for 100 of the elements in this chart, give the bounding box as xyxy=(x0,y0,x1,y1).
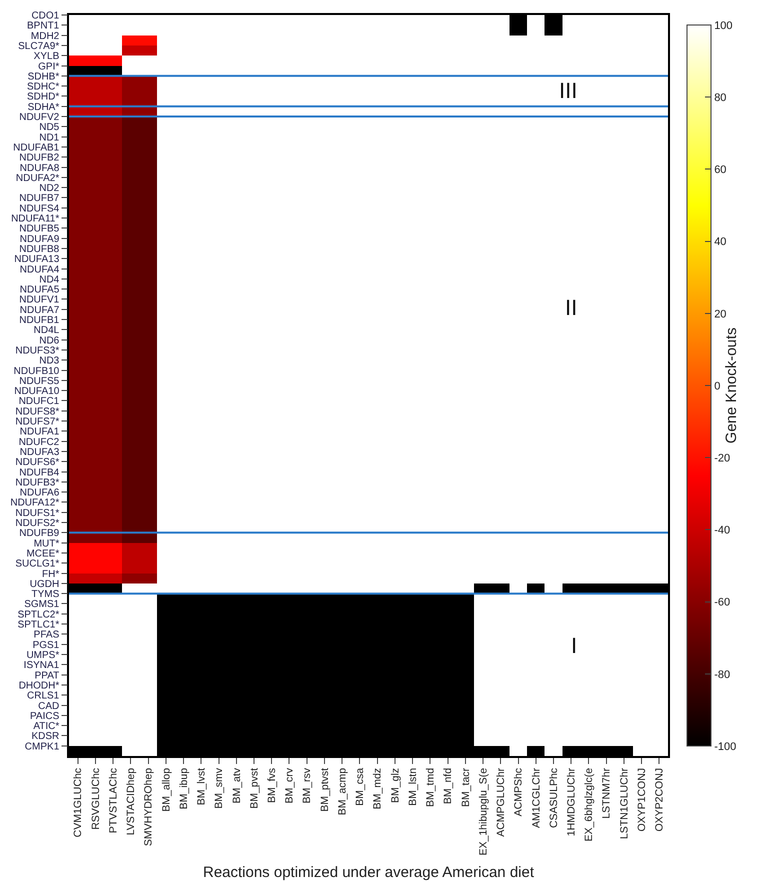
y-tick-label: SUCLG1* xyxy=(15,558,60,570)
x-tick-label: BM_acmp xyxy=(336,768,348,816)
y-tick-label: NDUFA2* xyxy=(16,172,60,184)
y-tick-label: NDUFA7 xyxy=(20,304,60,316)
annotation: III xyxy=(559,78,578,103)
y-tick-label: SGMS1 xyxy=(24,599,60,610)
y-tick-label: TYMS xyxy=(31,589,60,600)
y-tick-label: NDUFB9 xyxy=(19,528,60,540)
x-tick-label: CVM1GLUChc xyxy=(72,768,84,838)
y-tick-label: NDUFA11* xyxy=(11,214,60,225)
x-tick-label: ACMPGLUChr xyxy=(495,767,508,837)
y-tick-label: ND4L xyxy=(34,325,60,336)
y-tick-label: NDUFB4 xyxy=(19,467,60,478)
y-tick-label: SDHB* xyxy=(28,71,60,82)
y-tick-label: ND1 xyxy=(39,132,60,144)
y-tick-label: SDHA* xyxy=(28,102,60,113)
x-tick-label: PTVSTLAChc xyxy=(107,768,120,834)
y-tick-label: NDUFA3 xyxy=(20,446,60,458)
y-tick-label: NDUFS7* xyxy=(15,416,60,428)
x-tick-label: BM_nfd xyxy=(442,768,454,804)
y-tick-label: NDUFA5 xyxy=(20,284,60,296)
x-tick-label: BM_tacr xyxy=(460,767,472,808)
y-tick-label: CRLS1 xyxy=(27,690,60,702)
x-tick-label: BM_crv xyxy=(284,767,296,804)
color-bar-label: -80 xyxy=(714,668,730,681)
y-tick-label: NDUFS5 xyxy=(19,376,60,387)
x-tick-label: BM_ptvst xyxy=(318,768,331,812)
y-tick-label: NDUFA12* xyxy=(10,498,60,509)
y-tick-label: ISYNA1 xyxy=(24,660,60,672)
color-bar-label: -20 xyxy=(714,452,730,464)
y-tick-label: ND2 xyxy=(39,183,60,194)
x-tick-label: OXYP1CONJ xyxy=(636,768,648,832)
y-tick-label: NDUFS3* xyxy=(15,345,60,356)
y-tick-label: SDHD* xyxy=(27,92,60,103)
color-bar-title: Gene Knock-outs xyxy=(722,328,740,444)
y-tick-label: NDUFS6* xyxy=(15,457,60,468)
y-tick-label: NDUFA10 xyxy=(14,386,60,398)
x-tick-label: BM_rsv xyxy=(301,767,314,804)
y-tick-label: DHODH* xyxy=(18,680,60,692)
y-tick-label: NDUFB3* xyxy=(15,477,60,488)
color-bar-label: 80 xyxy=(714,92,726,104)
y-tick-label: GPI* xyxy=(38,61,60,72)
y-tick-label: NDUFS1* xyxy=(15,508,60,519)
x-tick-label: BM_ibup xyxy=(178,768,190,810)
y-tick-label: NDUFC1 xyxy=(18,396,60,408)
x-tick-label: BM_smv xyxy=(213,767,226,809)
y-tick-label: NDUFV2 xyxy=(19,112,60,124)
x-tick-label: BM_allop xyxy=(160,768,172,812)
color-bar-label: -40 xyxy=(714,524,730,537)
y-tick-label: NDUFS4 xyxy=(19,203,60,214)
x-tick-label: 1HMDGLUChr xyxy=(566,767,578,836)
y-tick-label: CMPK1 xyxy=(24,741,60,752)
y-tick-label: PGS1 xyxy=(32,640,60,651)
y-tick-label: NDUFA9 xyxy=(20,234,60,245)
x-tick-label: BM_fvs xyxy=(266,768,278,803)
y-tick-label: PPAT xyxy=(34,670,60,682)
x-tick-label: BM_lstn xyxy=(406,768,419,806)
x-tick-label: RSVGLUChc xyxy=(90,768,102,830)
color-bar-label: -100 xyxy=(714,740,736,753)
y-tick-label: ND5 xyxy=(39,122,60,134)
y-tick-label: NDUFB8 xyxy=(19,244,60,255)
y-tick-label: PFAS xyxy=(34,630,60,641)
y-tick-label: CDO1 xyxy=(31,10,60,22)
y-tick-label: SPTLC1* xyxy=(18,620,60,631)
x-tick-label: LVSTACIDhep xyxy=(125,768,138,836)
y-tick-label: NDUFA4 xyxy=(20,264,60,276)
x-tick-label: OXYP2CONJ xyxy=(654,768,666,832)
color-bar-label: 40 xyxy=(714,236,726,248)
y-tick-label: MUT* xyxy=(34,538,60,550)
y-tick-label: UMPS* xyxy=(26,650,60,661)
y-tick-label: NDUFA6 xyxy=(20,488,60,499)
y-tick-label: SLC7A9* xyxy=(18,40,60,52)
x-tick-label: BM_tmd xyxy=(424,768,437,808)
x-tick-label: LSTNM7hr xyxy=(600,767,613,819)
color-bar-label: 0 xyxy=(714,380,720,392)
y-tick-label: BPNT1 xyxy=(27,20,60,32)
y-tick-label: NDUFB2 xyxy=(19,152,60,164)
y-tick-label: NDUFS2* xyxy=(15,518,60,530)
y-tick-label: MCEE* xyxy=(26,548,60,560)
y-tick-label: ND3 xyxy=(39,356,60,367)
annotation: II xyxy=(565,295,578,320)
y-tick-label: NDUFA1 xyxy=(20,426,60,438)
y-tick-label: NDUFAB1 xyxy=(13,142,60,154)
x-axis-title: Reactions optimized under average American diet xyxy=(202,864,535,882)
y-tick-label: SDHC* xyxy=(27,82,60,93)
y-tick-label: ND6 xyxy=(39,335,60,346)
annotation: I xyxy=(571,633,578,658)
y-tick-label: PAICS xyxy=(30,710,60,722)
color-bar-label: 60 xyxy=(714,164,726,176)
y-tick-label: NDUFA13 xyxy=(14,254,60,266)
x-tick-label: BM_glz xyxy=(389,768,402,803)
y-tick-label: ATIC* xyxy=(33,721,60,732)
x-tick-label: AM1CGLChr xyxy=(530,767,542,828)
y-tick-label: CAD xyxy=(38,700,60,712)
y-tick-label: NDUFB1 xyxy=(19,315,60,326)
x-tick-label: EX_6bhglzglc(e xyxy=(583,768,596,842)
y-tick-label: FH* xyxy=(42,568,60,580)
y-tick-label: ND4 xyxy=(39,274,60,286)
x-tick-label: EX_1hibupglu_S(e xyxy=(477,768,490,856)
x-tick-label: CSASULPhc xyxy=(548,768,560,828)
